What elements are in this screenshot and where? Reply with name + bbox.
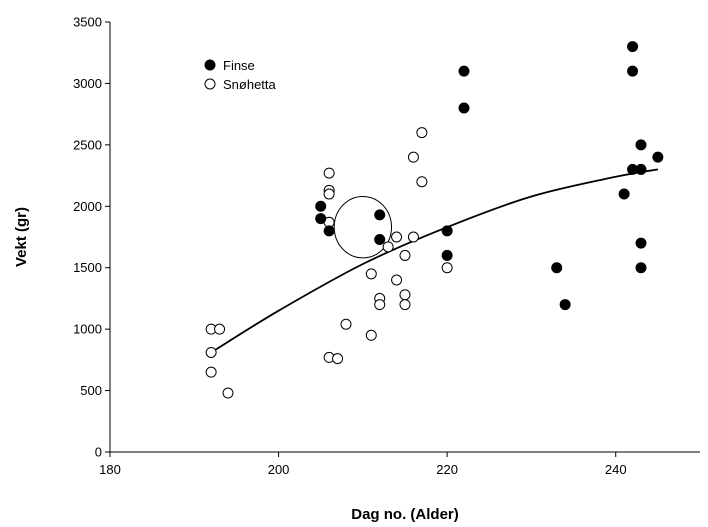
point-snohetta	[340, 318, 352, 330]
point-snohetta	[382, 241, 394, 253]
point-finse	[441, 249, 453, 261]
y-ticks: 0 500 1000 1500 2000 2500 3000 3500	[73, 15, 110, 460]
point-finse	[652, 151, 664, 163]
point-snohetta	[374, 299, 386, 311]
legend-marker-finse	[204, 59, 216, 71]
point-snohetta	[205, 366, 217, 378]
x-axis-title: Dag no. (Alder)	[351, 506, 459, 523]
point-finse	[458, 102, 470, 114]
point-finse	[635, 262, 647, 274]
point-snohetta	[399, 299, 411, 311]
legend: Finse Snøhetta	[204, 58, 277, 92]
point-snohetta	[391, 231, 403, 243]
point-snohetta	[214, 323, 226, 335]
legend-marker-snohetta	[204, 78, 216, 90]
point-finse	[551, 262, 563, 274]
point-finse	[627, 41, 639, 53]
legend-label-finse: Finse	[223, 58, 255, 73]
x-ticks: 180 200 220 240	[99, 452, 627, 477]
point-finse	[315, 200, 327, 212]
point-snohetta	[365, 329, 377, 341]
point-snohetta	[416, 176, 428, 188]
y-tick-label: 1500	[73, 260, 102, 275]
annotation-layer	[333, 195, 393, 259]
point-snohetta	[323, 188, 335, 200]
y-tick-label: 0	[95, 445, 102, 460]
point-finse	[323, 225, 335, 237]
point-finse	[618, 188, 630, 200]
point-snohetta	[391, 274, 403, 286]
plot-area: 0 500 1000 1500 2000 2500 3000 3500 180 200 220 24…	[73, 15, 700, 477]
point-snohetta	[222, 387, 234, 399]
trendline	[210, 168, 659, 354]
point-snohetta	[399, 289, 411, 301]
x-tick-label: 220	[436, 462, 458, 477]
point-finse	[635, 139, 647, 151]
x-tick-label: 200	[268, 462, 290, 477]
point-finse	[559, 299, 571, 311]
point-finse	[315, 213, 327, 225]
y-tick-label: 3500	[73, 15, 102, 30]
point-finse	[458, 65, 470, 77]
point-finse	[635, 237, 647, 249]
y-tick-label: 2000	[73, 199, 102, 214]
points-layer	[205, 41, 664, 399]
point-finse	[635, 163, 647, 175]
y-axis-title: Vekt (gr)	[13, 207, 30, 267]
point-finse	[374, 209, 386, 221]
point-snohetta	[323, 167, 335, 179]
point-finse	[441, 225, 453, 237]
point-snohetta	[407, 151, 419, 163]
y-tick-label: 500	[80, 383, 102, 398]
point-snohetta	[332, 353, 344, 365]
y-tick-label: 2500	[73, 137, 102, 152]
x-tick-label: 240	[605, 462, 627, 477]
y-tick-label: 3000	[73, 76, 102, 91]
point-snohetta	[205, 346, 217, 358]
legend-label-snohetta: Snøhetta	[223, 77, 277, 92]
point-snohetta	[399, 249, 411, 261]
highlight-ellipse	[333, 195, 393, 259]
y-tick-label: 1000	[73, 322, 102, 337]
x-tick-label: 180	[99, 462, 121, 477]
point-finse	[374, 233, 386, 245]
point-snohetta	[416, 127, 428, 139]
point-snohetta	[441, 262, 453, 274]
point-snohetta	[407, 231, 419, 243]
point-finse	[627, 65, 639, 77]
point-snohetta	[365, 268, 377, 280]
